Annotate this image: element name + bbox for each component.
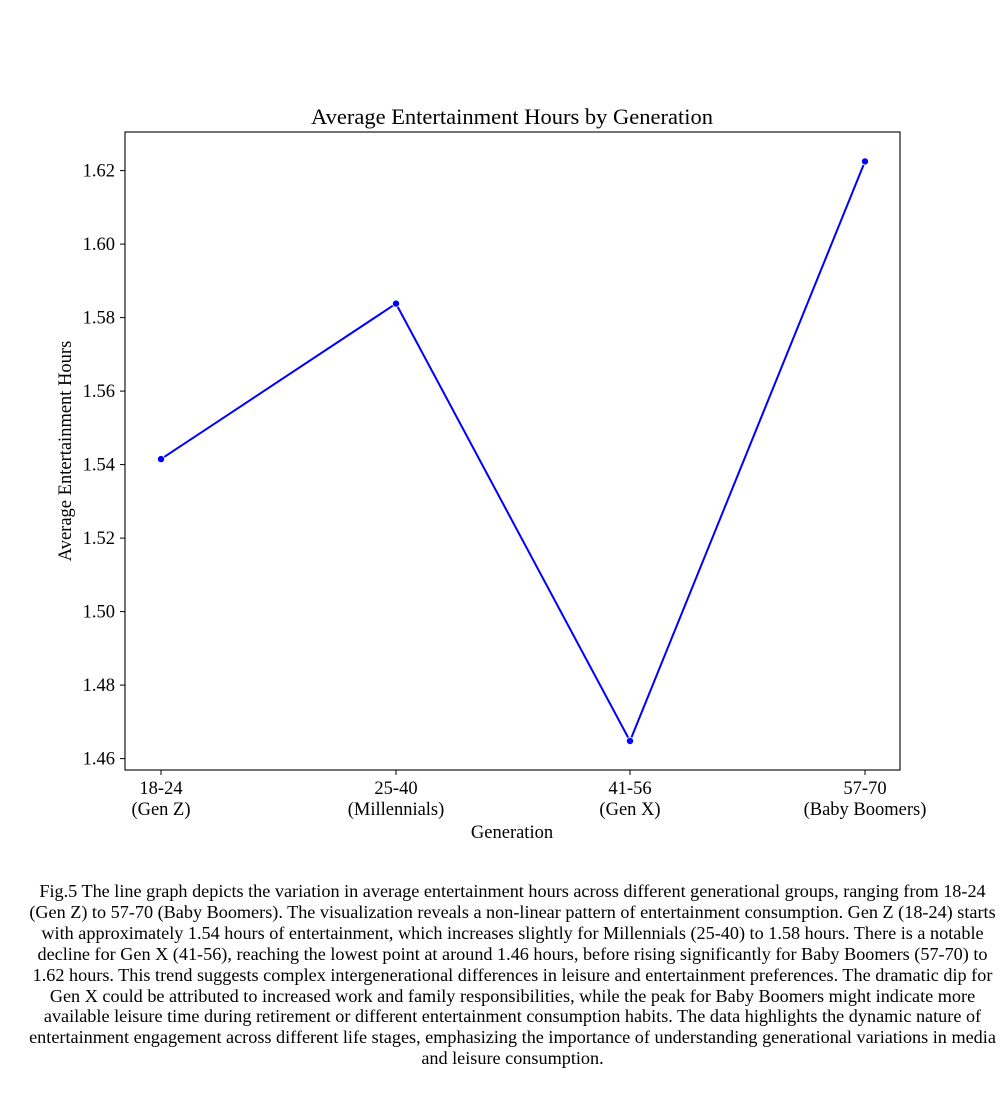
y-tick-label: 1.62 — [83, 162, 115, 182]
line-chart: Average Entertainment Hours by Generatio… — [56, 104, 926, 843]
data-point — [391, 299, 400, 308]
series-line — [160, 161, 866, 742]
chart-title: Average Entertainment Hours by Generatio… — [311, 104, 713, 129]
plot-frame — [124, 131, 901, 771]
x-tick-sublabel: (Baby Boomers) — [804, 800, 927, 820]
y-tick-label: 1.50 — [83, 603, 115, 623]
data-point — [626, 737, 635, 746]
y-tick-label: 1.60 — [83, 235, 115, 255]
y-tick-label: 1.52 — [83, 529, 115, 549]
data-point — [861, 157, 870, 166]
y-tick-label: 1.54 — [83, 456, 115, 476]
x-axis-label: Generation — [471, 823, 553, 843]
y-tick-label: 1.46 — [83, 750, 115, 770]
x-tick-sublabel: (Millennials) — [348, 800, 445, 820]
y-tick-label: 1.58 — [83, 309, 115, 329]
x-tick-label: 41-56 — [608, 779, 651, 799]
x-tick-label: 57-70 — [843, 779, 886, 799]
x-axis: 18-24(Gen Z) 25-40(Millennials) 41-56(Gen … — [131, 770, 926, 820]
y-axis-label: Average Entertainment Hours — [56, 341, 76, 562]
figure-caption: Fig.5 The line graph depicts the variati… — [29, 881, 996, 1069]
series-group — [156, 157, 870, 746]
y-axis: 1.46 1.48 1.50 1.52 1.54 1.56 1.58 1.60 1.62 — [83, 162, 125, 770]
x-tick-sublabel: (Gen Z) — [131, 800, 190, 820]
x-tick-label: 18-24 — [139, 779, 182, 799]
y-tick-label: 1.48 — [83, 676, 115, 696]
x-tick-label: 25-40 — [374, 779, 417, 799]
y-tick-label: 1.56 — [83, 382, 115, 402]
data-point — [156, 455, 165, 464]
x-tick-sublabel: (Gen X) — [599, 800, 660, 820]
